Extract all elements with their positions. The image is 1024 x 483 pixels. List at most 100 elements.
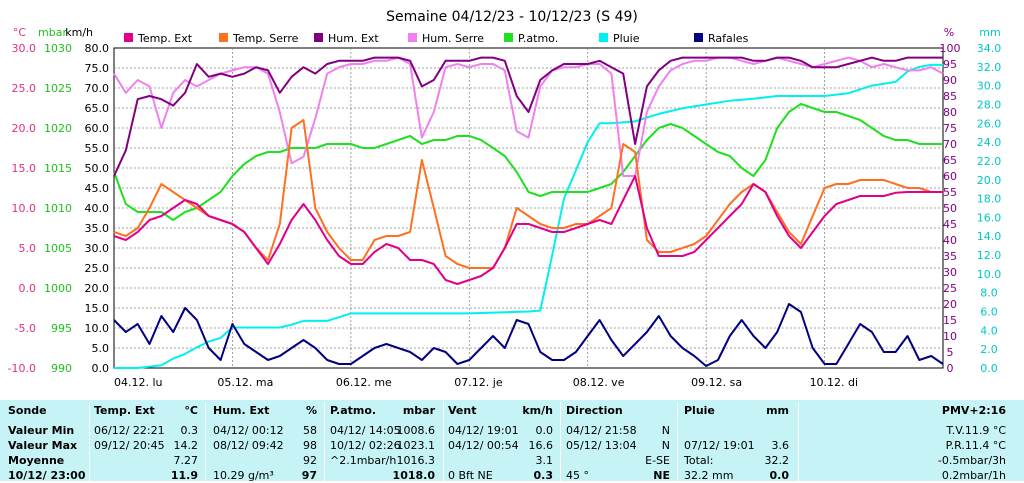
rain-tick-label: 18.0 (977, 193, 1002, 206)
rain-tick-label: 12.0 (977, 249, 1002, 262)
wind-tick-label: 40.0 (85, 202, 110, 215)
rain-tick-label: 2.0 (980, 343, 998, 356)
stats-value-label: 10/12/ 02:26 (330, 439, 401, 452)
table-header: Sonde (8, 404, 47, 417)
press-tick-label: 1010 (44, 202, 72, 215)
series-line-pluie (114, 63, 943, 369)
table-header: Hum. Ext (213, 404, 270, 417)
hum-tick-label: 0 (947, 362, 954, 375)
legend-swatch (219, 33, 228, 42)
stats-value: 3.6 (771, 439, 790, 452)
row-label: 10/12/ 23:00 (8, 469, 86, 482)
rain-tick-label: 20.0 (977, 174, 1002, 187)
wind-tick-label: 70.0 (85, 82, 110, 95)
hum-tick-label: 40 (943, 234, 957, 247)
hum-tick-label: 35 (943, 250, 957, 263)
series-lines (113, 56, 944, 369)
series-line-temp-ext (113, 175, 943, 285)
stats-value: 58 (303, 424, 317, 437)
rain-tick-label: 6.0 (980, 306, 998, 319)
temp-tick-label: 5.0 (19, 242, 37, 255)
table-separator (798, 402, 799, 481)
rain-unit-label: mm (979, 26, 1000, 39)
legend-label: Temp. Serre (232, 32, 299, 45)
press-tick-label: 1030 (44, 42, 72, 55)
hum-tick-label: 50 (943, 202, 957, 215)
press-tick-label: 1000 (44, 282, 72, 295)
table-unit: % (305, 404, 317, 417)
stats-value: 0.3 (533, 469, 554, 482)
table-separator (560, 402, 561, 481)
rain-tick-label: 30.0 (977, 80, 1002, 93)
stats-value: 1016.3 (396, 454, 436, 467)
left-axes: -10.0 -5.0 0.0 5.0 10.0 15.0 20.0 25.0 30.0 990 99… (8, 42, 109, 375)
rain-tick-label: 22.0 (977, 155, 1002, 168)
x-tick-label: 04.12. lu (114, 376, 163, 389)
stats-value-label: 04/12/ 14:05 (330, 424, 401, 437)
stats-table (0, 400, 1024, 481)
pmv-value: -0.5mbar/3h (937, 454, 1006, 467)
x-tick-label: 09.12. sa (691, 376, 742, 389)
temp-tick-label: 25.0 (12, 82, 37, 95)
table-unit: km/h (522, 404, 553, 417)
stats-value: N (661, 424, 670, 437)
table-header: Temp. Ext (94, 404, 155, 417)
stats-value-label: 08/12/ 09:42 (213, 439, 284, 452)
wind-tick-label: 55.0 (85, 142, 110, 155)
stats-value: E-SE (645, 454, 670, 467)
hum-tick-label: 45 (943, 218, 957, 231)
rain-tick-label: 34.0 (977, 42, 1002, 55)
stats-value: N (661, 439, 670, 452)
rain-tick-label: 10.0 (977, 268, 1002, 281)
rain-tick-label: 28.0 (977, 98, 1002, 111)
legend-label: Rafales (708, 32, 749, 45)
stats-value: 11.9 (170, 469, 198, 482)
legend-label: Pluie (613, 32, 640, 45)
row-label: Moyenne (8, 454, 65, 467)
pmv-value: T.V.11.9 °C (946, 424, 1006, 437)
stats-value-label: 06/12/ 22:21 (94, 424, 165, 437)
rain-tick-label: 0.0 (980, 362, 998, 375)
wind-unit-label: km/h (65, 26, 93, 39)
stats-value-label: 04/12/ 19:01 (448, 424, 519, 437)
stats-value: 3.1 (535, 454, 554, 467)
legend-swatch (599, 33, 608, 42)
hum-tick-label: 20 (943, 298, 957, 311)
legend-swatch (408, 33, 417, 42)
wind-tick-label: 0.0 (92, 362, 110, 375)
hum-tick-label: 10 (943, 330, 957, 343)
stats-value: 1008.6 (396, 424, 436, 437)
temp-tick-label: -10.0 (8, 362, 36, 375)
plot-area (113, 47, 944, 369)
stats-value: 16.6 (528, 439, 554, 452)
chart-title: Semaine 04/12/23 - 10/12/23 (S 49) (386, 9, 638, 25)
hum-tick-label: 25 (943, 282, 957, 295)
hum-tick-label: 60 (943, 170, 957, 183)
series-line-hum-serre (113, 56, 944, 177)
series-line-hum-ext (113, 56, 943, 177)
legend-label: Hum. Serre (422, 32, 484, 45)
table-separator (324, 402, 325, 481)
weather-chart: Semaine 04/12/23 - 10/12/23 (S 49) -10.0… (8, 9, 1002, 389)
legend-swatch (124, 33, 133, 42)
hum-tick-label: 15 (943, 314, 957, 327)
wind-tick-label: 30.0 (85, 242, 110, 255)
wind-tick-label: 15.0 (85, 302, 110, 315)
stats-value-label: 07/12/ 19:01 (684, 439, 755, 452)
rain-tick-label: 8.0 (980, 287, 998, 300)
series-line-rafales (113, 303, 944, 367)
rain-tick-label: 24.0 (977, 136, 1002, 149)
legend-label: Temp. Ext (137, 32, 193, 45)
stats-value: 0.0 (769, 469, 790, 482)
temp-tick-label: 30.0 (12, 42, 37, 55)
table-separator (443, 402, 444, 481)
row-label: Valeur Max (8, 439, 78, 452)
hum-tick-label: 5 (947, 346, 954, 359)
stats-value-label: 04/12/ 21:58 (566, 424, 637, 437)
temp-tick-label: 10.0 (12, 202, 37, 215)
stats-value-label: Total: (684, 454, 714, 467)
table-header: P.atmo. (330, 404, 377, 417)
wind-tick-label: 60.0 (85, 122, 110, 135)
stats-value: 7.27 (173, 454, 199, 467)
table-header: Direction (566, 404, 623, 417)
